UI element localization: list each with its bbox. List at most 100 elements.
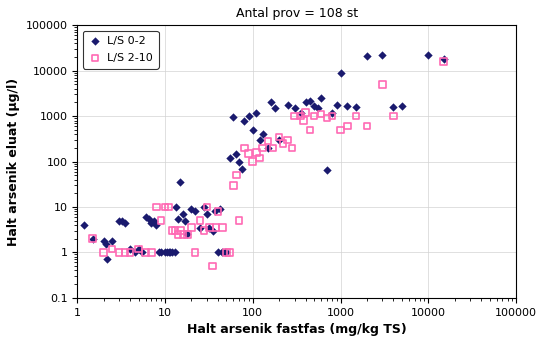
L/S 0-2 [327, 110, 336, 115]
L/S 0-2 [191, 209, 200, 214]
L/S 2-10 [191, 250, 200, 255]
L/S 0-2 [147, 220, 156, 225]
L/S 0-2 [424, 52, 432, 58]
L/S 2-10 [440, 59, 448, 64]
L/S 0-2 [150, 218, 158, 223]
L/S 2-10 [178, 232, 187, 237]
L/S 0-2 [323, 167, 331, 173]
L/S 2-10 [134, 246, 143, 251]
L/S 2-10 [255, 155, 264, 161]
Y-axis label: Halt arsenik eluat (µg/l): Halt arsenik eluat (µg/l) [7, 78, 20, 246]
L/S 0-2 [130, 250, 139, 255]
L/S 0-2 [240, 118, 249, 123]
L/S 0-2 [343, 103, 352, 108]
L/S 2-10 [213, 209, 222, 214]
L/S 2-10 [100, 250, 108, 255]
L/S 2-10 [115, 250, 123, 255]
L/S 2-10 [378, 82, 387, 87]
L/S 0-2 [290, 105, 299, 111]
L/S 2-10 [244, 151, 253, 156]
L/S 0-2 [258, 131, 267, 137]
L/S 0-2 [160, 250, 169, 255]
L/S 2-10 [187, 225, 196, 230]
L/S 0-2 [157, 250, 165, 255]
L/S 2-10 [269, 145, 277, 151]
L/S 0-2 [103, 257, 112, 262]
L/S 2-10 [306, 127, 314, 132]
L/S 0-2 [275, 137, 283, 143]
L/S 0-2 [213, 250, 222, 255]
L/S 0-2 [271, 105, 280, 111]
L/S 2-10 [317, 111, 325, 117]
L/S 0-2 [220, 250, 229, 255]
L/S 2-10 [343, 123, 352, 129]
L/S 0-2 [332, 102, 341, 107]
L/S 2-10 [264, 139, 273, 144]
L/S 2-10 [363, 123, 372, 129]
L/S 2-10 [226, 250, 234, 255]
L/S 0-2 [389, 104, 398, 109]
L/S 0-2 [306, 98, 314, 103]
L/S 0-2 [164, 250, 173, 255]
L/S 0-2 [226, 155, 234, 161]
L/S 0-2 [134, 246, 143, 251]
L/S 2-10 [152, 204, 161, 210]
L/S 0-2 [283, 102, 292, 107]
L/S 0-2 [178, 211, 187, 217]
L/S 0-2 [264, 145, 273, 151]
Legend: L/S 0-2, L/S 2-10: L/S 0-2, L/S 2-10 [83, 31, 158, 69]
L/S 2-10 [232, 173, 240, 178]
L/S 2-10 [168, 228, 176, 234]
L/S 2-10 [323, 116, 331, 121]
L/S 0-2 [126, 246, 134, 251]
L/S 0-2 [108, 238, 116, 244]
L/S 0-2 [181, 218, 189, 223]
L/S 0-2 [154, 250, 163, 255]
L/S 0-2 [229, 114, 238, 120]
L/S 2-10 [310, 114, 318, 119]
L/S 0-2 [80, 222, 89, 228]
L/S 0-2 [101, 241, 110, 247]
L/S 2-10 [171, 228, 180, 234]
L/S 0-2 [336, 71, 345, 76]
L/S 0-2 [378, 52, 387, 58]
L/S 2-10 [121, 250, 129, 255]
L/S 2-10 [275, 134, 283, 140]
L/S 2-10 [290, 114, 299, 119]
L/S 0-2 [171, 250, 180, 255]
L/S 2-10 [174, 232, 182, 237]
L/S 2-10 [222, 250, 231, 255]
L/S 2-10 [218, 225, 227, 230]
L/S 2-10 [301, 110, 310, 115]
L/S 0-2 [172, 204, 181, 210]
L/S 0-2 [208, 228, 217, 234]
L/S 2-10 [296, 114, 305, 119]
L/S 2-10 [202, 204, 211, 210]
L/S 0-2 [252, 110, 261, 115]
L/S 0-2 [313, 105, 322, 111]
L/S 2-10 [279, 141, 287, 146]
L/S 0-2 [301, 100, 310, 105]
L/S 0-2 [168, 250, 176, 255]
L/S 0-2 [187, 206, 196, 212]
L/S 2-10 [126, 250, 134, 255]
L/S 0-2 [232, 151, 240, 156]
L/S 0-2 [215, 206, 224, 212]
L/S 2-10 [176, 228, 185, 234]
L/S 2-10 [249, 159, 257, 164]
L/S 0-2 [200, 204, 208, 210]
L/S 2-10 [327, 114, 336, 119]
L/S 2-10 [288, 145, 296, 151]
L/S 0-2 [166, 250, 175, 255]
L/S 0-2 [202, 211, 211, 217]
L/S 2-10 [252, 150, 261, 155]
L/S 0-2 [183, 232, 191, 237]
L/S 0-2 [205, 225, 214, 230]
L/S 2-10 [235, 218, 244, 223]
L/S 2-10 [240, 145, 249, 151]
L/S 0-2 [267, 100, 275, 105]
L/S 0-2 [121, 220, 129, 225]
L/S 2-10 [141, 250, 150, 255]
L/S 2-10 [147, 250, 156, 255]
L/S 0-2 [138, 250, 146, 255]
